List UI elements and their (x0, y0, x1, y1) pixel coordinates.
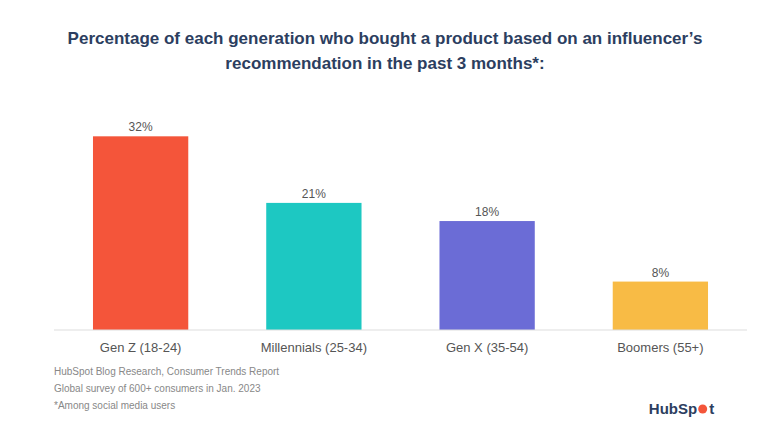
page: {"chart_data": {"type": "bar", "title": … (0, 0, 770, 430)
x-tick-label: Millennials (25-34) (261, 340, 367, 355)
value-label: 8% (652, 266, 670, 280)
x-tick-label: Boomers (55+) (617, 340, 703, 355)
bar (93, 136, 188, 330)
logo-text: t (709, 400, 714, 417)
x-tick-label: Gen Z (18-24) (100, 340, 182, 355)
footnote: HubSpot Blog Research, Consumer Trends R… (54, 366, 279, 377)
subtitle: recommendation in the past 3 months*: (225, 54, 544, 73)
chart-container: Percentage of each generation who bought… (0, 0, 770, 430)
bar (439, 221, 534, 330)
baseline (54, 330, 747, 331)
bar (266, 203, 361, 330)
footnote: *Among social media users (54, 400, 175, 411)
logo: HubSpt (649, 400, 714, 417)
x-tick-label: Gen X (35-54) (446, 340, 528, 355)
background (0, 0, 770, 430)
value-label: 18% (475, 205, 499, 219)
logo-dot (698, 405, 707, 414)
bars (93, 136, 708, 330)
labels: 32% Gen Z (18-24) 21% Millennials (25-34) 18… (100, 120, 704, 355)
logo-text: Sp (678, 400, 697, 417)
title: Percentage of each generation who bought… (68, 29, 703, 48)
bar (613, 282, 708, 330)
logo-text: Hub (649, 400, 678, 417)
value-label: 32% (129, 120, 153, 134)
chart-svg: Percentage of each generation who bought… (0, 0, 770, 430)
value-label: 21% (302, 187, 326, 201)
footnote: Global survey of 600+ consumers in Jan. … (54, 383, 261, 394)
